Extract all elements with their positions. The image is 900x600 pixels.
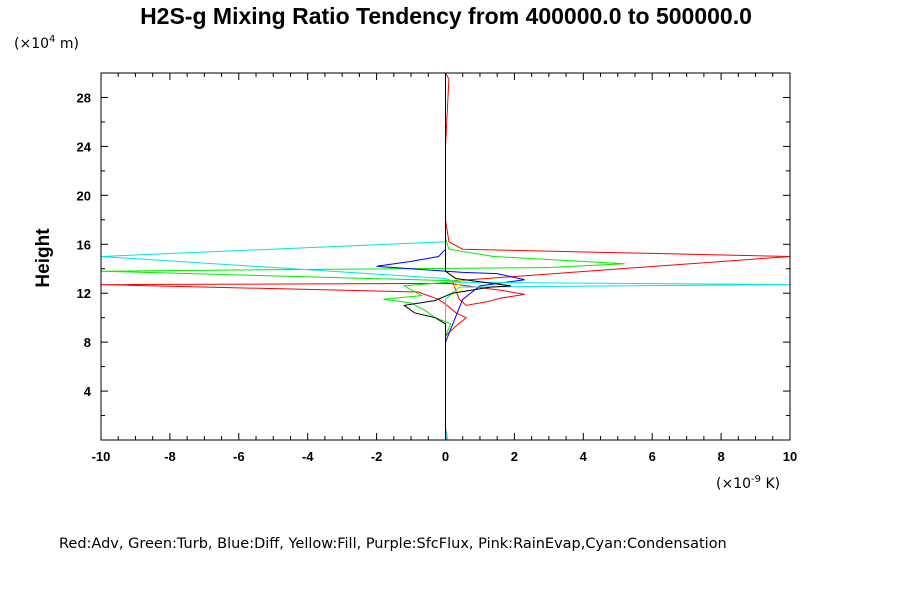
series-line-adv: [101, 73, 790, 440]
x-tick-label: -6: [233, 449, 245, 464]
y-tick-label: 8: [84, 335, 91, 350]
y-tick-label: 4: [84, 384, 92, 399]
series-line-diff: [376, 73, 525, 440]
x-tick-label: 0: [442, 449, 449, 464]
chart-title: H2S-g Mixing Ratio Tendency from 400000.…: [140, 3, 752, 29]
y-tick-label: 16: [77, 237, 91, 252]
x-tick-label: -10: [92, 449, 111, 464]
y-tick-label: 20: [77, 188, 91, 203]
x-tick-label: -8: [164, 449, 176, 464]
series-line-total: [402, 73, 512, 440]
x-tick-label: 2: [511, 449, 518, 464]
x-tick-label: 4: [580, 449, 588, 464]
legend-text: Red:Adv, Green:Turb, Blue:Diff, Yellow:F…: [59, 536, 727, 552]
y-tick-label: 28: [77, 90, 91, 105]
y-tick-label: 24: [77, 139, 92, 154]
series-line-turb: [101, 73, 625, 440]
x-tick-label: 10: [783, 449, 797, 464]
x-tick-label: -4: [302, 449, 314, 464]
y-axis-label: Height: [33, 228, 54, 288]
y-axis-unit: (×104 m): [14, 34, 79, 52]
y-tick-label: 12: [77, 286, 91, 301]
x-tick-label: -2: [371, 449, 383, 464]
series-line-fill: [445, 73, 468, 440]
x-tick-label: 8: [717, 449, 724, 464]
x-axis-unit: (×10-9 K): [716, 474, 780, 492]
x-tick-label: 6: [649, 449, 656, 464]
